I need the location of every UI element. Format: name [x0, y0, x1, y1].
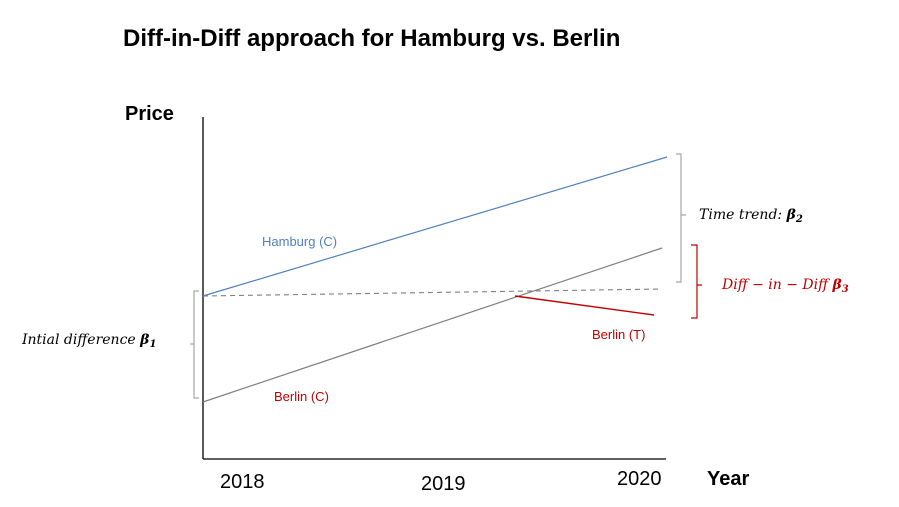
- x-tick-2019: 2019: [421, 473, 466, 495]
- x-tick-2020: 2020: [617, 468, 662, 490]
- time-trend-subscript: 2: [795, 214, 803, 225]
- berlin-treated-label: Berlin (T): [592, 327, 645, 342]
- y-axis-title: Price: [125, 103, 174, 125]
- diff-in-diff-beta: β: [831, 277, 842, 293]
- counterfactual-dashed-line: [202, 288, 663, 297]
- berlin-control-label: Berlin (C): [274, 389, 329, 404]
- time-trend-brace: [676, 153, 686, 283]
- berlin-treated-line: [514, 295, 655, 316]
- diff-in-diff-text: Diff − in − Diff: [721, 277, 832, 293]
- berlin-control-line: [202, 247, 663, 403]
- diff-in-diff-brace: [691, 244, 702, 319]
- initial-difference-beta: β: [139, 332, 150, 348]
- hamburg-control-line: [202, 156, 668, 297]
- x-tick-2018: 2018: [220, 471, 265, 493]
- initial-difference-brace: [190, 290, 199, 399]
- diff-in-diff-subscript: 3: [842, 284, 849, 295]
- initial-difference-annotation: Intial difference β1: [21, 332, 156, 350]
- time-trend-text: Time trend:: [699, 207, 787, 223]
- time-trend-beta: β: [786, 207, 797, 223]
- time-trend-annotation: Time trend: β2: [699, 207, 803, 225]
- initial-difference-subscript: 1: [149, 339, 156, 350]
- x-axis-title: Year: [707, 468, 749, 490]
- diff-in-diff-annotation: Diff − in − Diff β3: [721, 277, 849, 295]
- hamburg-control-label: Hamburg (C): [262, 234, 337, 249]
- diagram-title: Diff-in-Diff approach for Hamburg vs. Be…: [123, 25, 620, 52]
- initial-difference-text: Intial difference: [21, 332, 140, 348]
